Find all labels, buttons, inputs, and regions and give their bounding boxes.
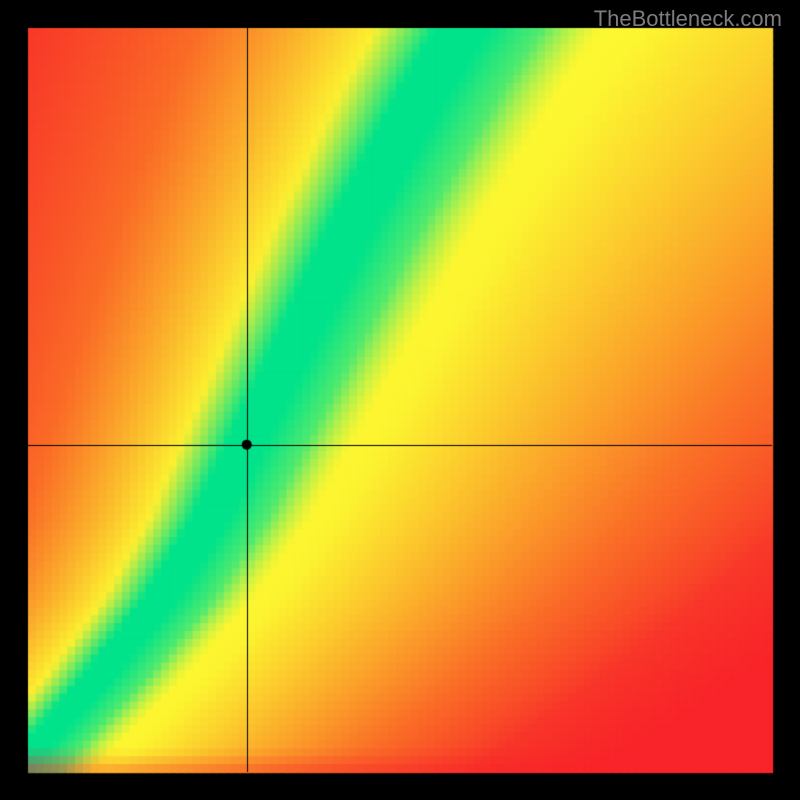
chart-root: TheBottleneck.com [0,0,800,800]
watermark-text: TheBottleneck.com [594,6,782,32]
heatmap-canvas [0,0,800,800]
